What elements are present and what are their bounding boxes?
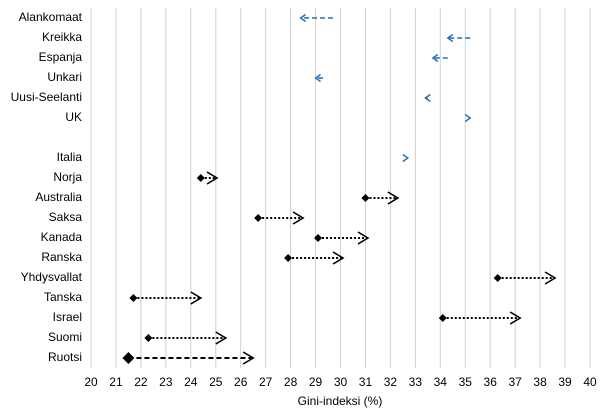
x-axis-title: Gini-indeksi (%): [298, 394, 383, 408]
y-tick-label: Israel: [53, 310, 82, 324]
end-arrowhead: [292, 211, 305, 225]
start-marker: [284, 254, 293, 262]
y-tick-label: Norja: [53, 170, 82, 184]
y-tick-label: Yhdysvallat: [21, 270, 83, 284]
y-tick-label: Kreikka: [42, 30, 82, 44]
end-arrowhead: [314, 73, 321, 83]
end-arrowhead: [215, 331, 228, 345]
end-arrowhead: [446, 33, 454, 43]
start-marker: [122, 352, 135, 364]
x-tick-label: 37: [508, 375, 522, 389]
x-tick-label: 30: [334, 375, 348, 389]
start-marker: [438, 314, 447, 322]
end-arrowhead: [332, 251, 345, 265]
y-tick-label: Alankomaat: [19, 10, 83, 24]
end-arrowhead: [464, 113, 472, 123]
y-tick-label: Italia: [57, 150, 83, 164]
x-tick-label: 40: [583, 375, 597, 389]
y-tick-label: Espanja: [39, 50, 83, 64]
y-tick-label: Kanada: [41, 230, 83, 244]
end-arrowhead: [402, 153, 410, 163]
x-tick-label: 24: [184, 375, 198, 389]
x-tick-label: 38: [533, 375, 547, 389]
x-tick-label: 34: [434, 375, 448, 389]
y-tick-label: Suomi: [48, 330, 82, 344]
y-tick-label: Saksa: [49, 210, 83, 224]
y-tick-label: Ranska: [41, 250, 82, 264]
x-tick-label: 21: [109, 375, 123, 389]
end-arrowhead: [299, 13, 306, 23]
x-tick-label: 29: [309, 375, 323, 389]
start-marker: [254, 214, 263, 222]
x-tick-label: 20: [84, 375, 98, 389]
start-marker: [129, 294, 138, 302]
x-tick-label: 27: [259, 375, 273, 389]
end-arrowhead: [357, 231, 370, 245]
y-tick-label: UK: [65, 110, 82, 124]
x-tick-label: 23: [159, 375, 173, 389]
y-tick-label: Tanska: [44, 290, 82, 304]
y-tick-label: Uusi-Seelanti: [11, 90, 82, 104]
x-tick-label: 32: [384, 375, 398, 389]
x-tick-label: 31: [359, 375, 373, 389]
x-tick-label: 36: [484, 375, 498, 389]
x-tick-label: 26: [234, 375, 248, 389]
x-tick-label: 25: [209, 375, 223, 389]
start-marker: [493, 274, 502, 282]
end-arrowhead: [387, 191, 400, 205]
end-arrowhead: [424, 93, 431, 103]
end-arrowhead: [242, 351, 255, 365]
end-arrowhead: [206, 171, 219, 185]
start-marker: [144, 334, 153, 342]
end-arrowhead: [544, 271, 557, 285]
end-arrowhead: [190, 291, 203, 305]
start-marker: [361, 194, 370, 202]
end-arrowhead: [431, 53, 439, 63]
x-tick-label: 35: [459, 375, 473, 389]
y-tick-label: Unkari: [47, 70, 82, 84]
start-marker: [196, 174, 205, 182]
y-tick-label: Ruotsi: [48, 350, 82, 364]
x-tick-label: 33: [409, 375, 423, 389]
y-tick-label: Australia: [35, 190, 82, 204]
start-marker: [314, 234, 323, 242]
x-tick-label: 22: [134, 375, 148, 389]
x-tick-label: 39: [558, 375, 572, 389]
end-arrowhead: [509, 311, 522, 325]
x-tick-label: 28: [284, 375, 298, 389]
